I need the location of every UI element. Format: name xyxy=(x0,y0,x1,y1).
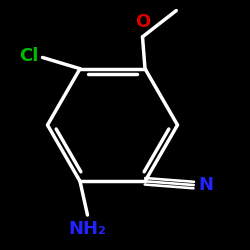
Text: NH₂: NH₂ xyxy=(68,220,106,238)
Text: Cl: Cl xyxy=(20,47,39,65)
Text: O: O xyxy=(135,12,150,30)
Text: N: N xyxy=(199,176,214,194)
